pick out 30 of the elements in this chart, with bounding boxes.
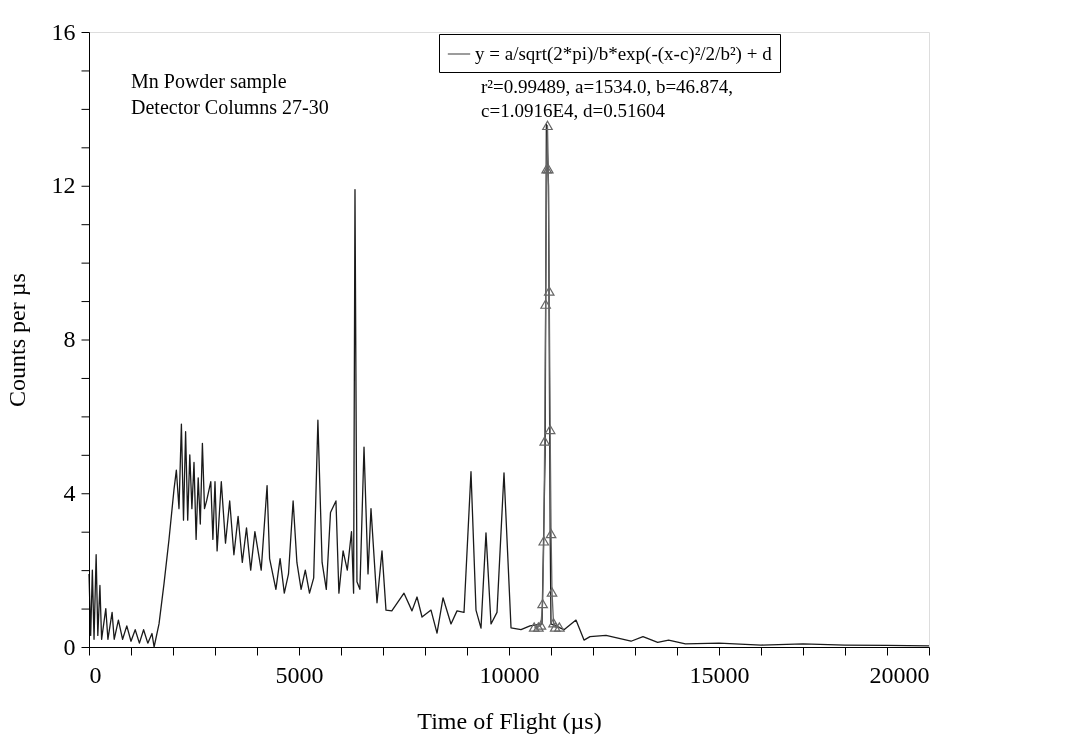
annotation: Detector Columns 27-30 — [131, 96, 329, 118]
point — [546, 587, 558, 597]
annotation: r²=0.99489, a=1534.0, b=46.874, — [481, 76, 734, 97]
point — [545, 528, 557, 539]
annotation: c=1.0916E4, d=0.51604 — [481, 100, 666, 121]
legend-label: y = a/sqrt(2*pi)/b*exp(-(x-c)²/2/b²) + d — [475, 43, 773, 65]
point — [542, 120, 553, 131]
point — [539, 436, 551, 446]
point — [538, 536, 550, 546]
y-tick-label: 8 — [63, 326, 76, 352]
y-tick-label: 0 — [63, 633, 76, 660]
y-tick-label: 4 — [63, 479, 76, 506]
x-tick-label: 10000 — [479, 661, 540, 688]
x-tick-label: 15000 — [689, 661, 750, 688]
annotation: Mn Powder sample — [131, 70, 287, 93]
point — [537, 598, 548, 609]
point — [554, 622, 565, 632]
point — [543, 286, 555, 296]
point — [544, 424, 556, 435]
point — [528, 622, 540, 632]
y-tick-label: 12 — [51, 172, 76, 199]
point — [549, 622, 561, 632]
x-tick-label: 5000 — [275, 661, 324, 688]
x-tick-label: 20000 — [869, 661, 930, 688]
point — [540, 299, 551, 309]
point — [548, 618, 559, 628]
x-axis-title: Time of Flight (µs) — [417, 707, 602, 734]
y-tick-label: 16 — [51, 18, 76, 45]
x-tick-label: 0 — [89, 661, 102, 688]
y-axis-title: Counts per µs — [3, 273, 30, 407]
